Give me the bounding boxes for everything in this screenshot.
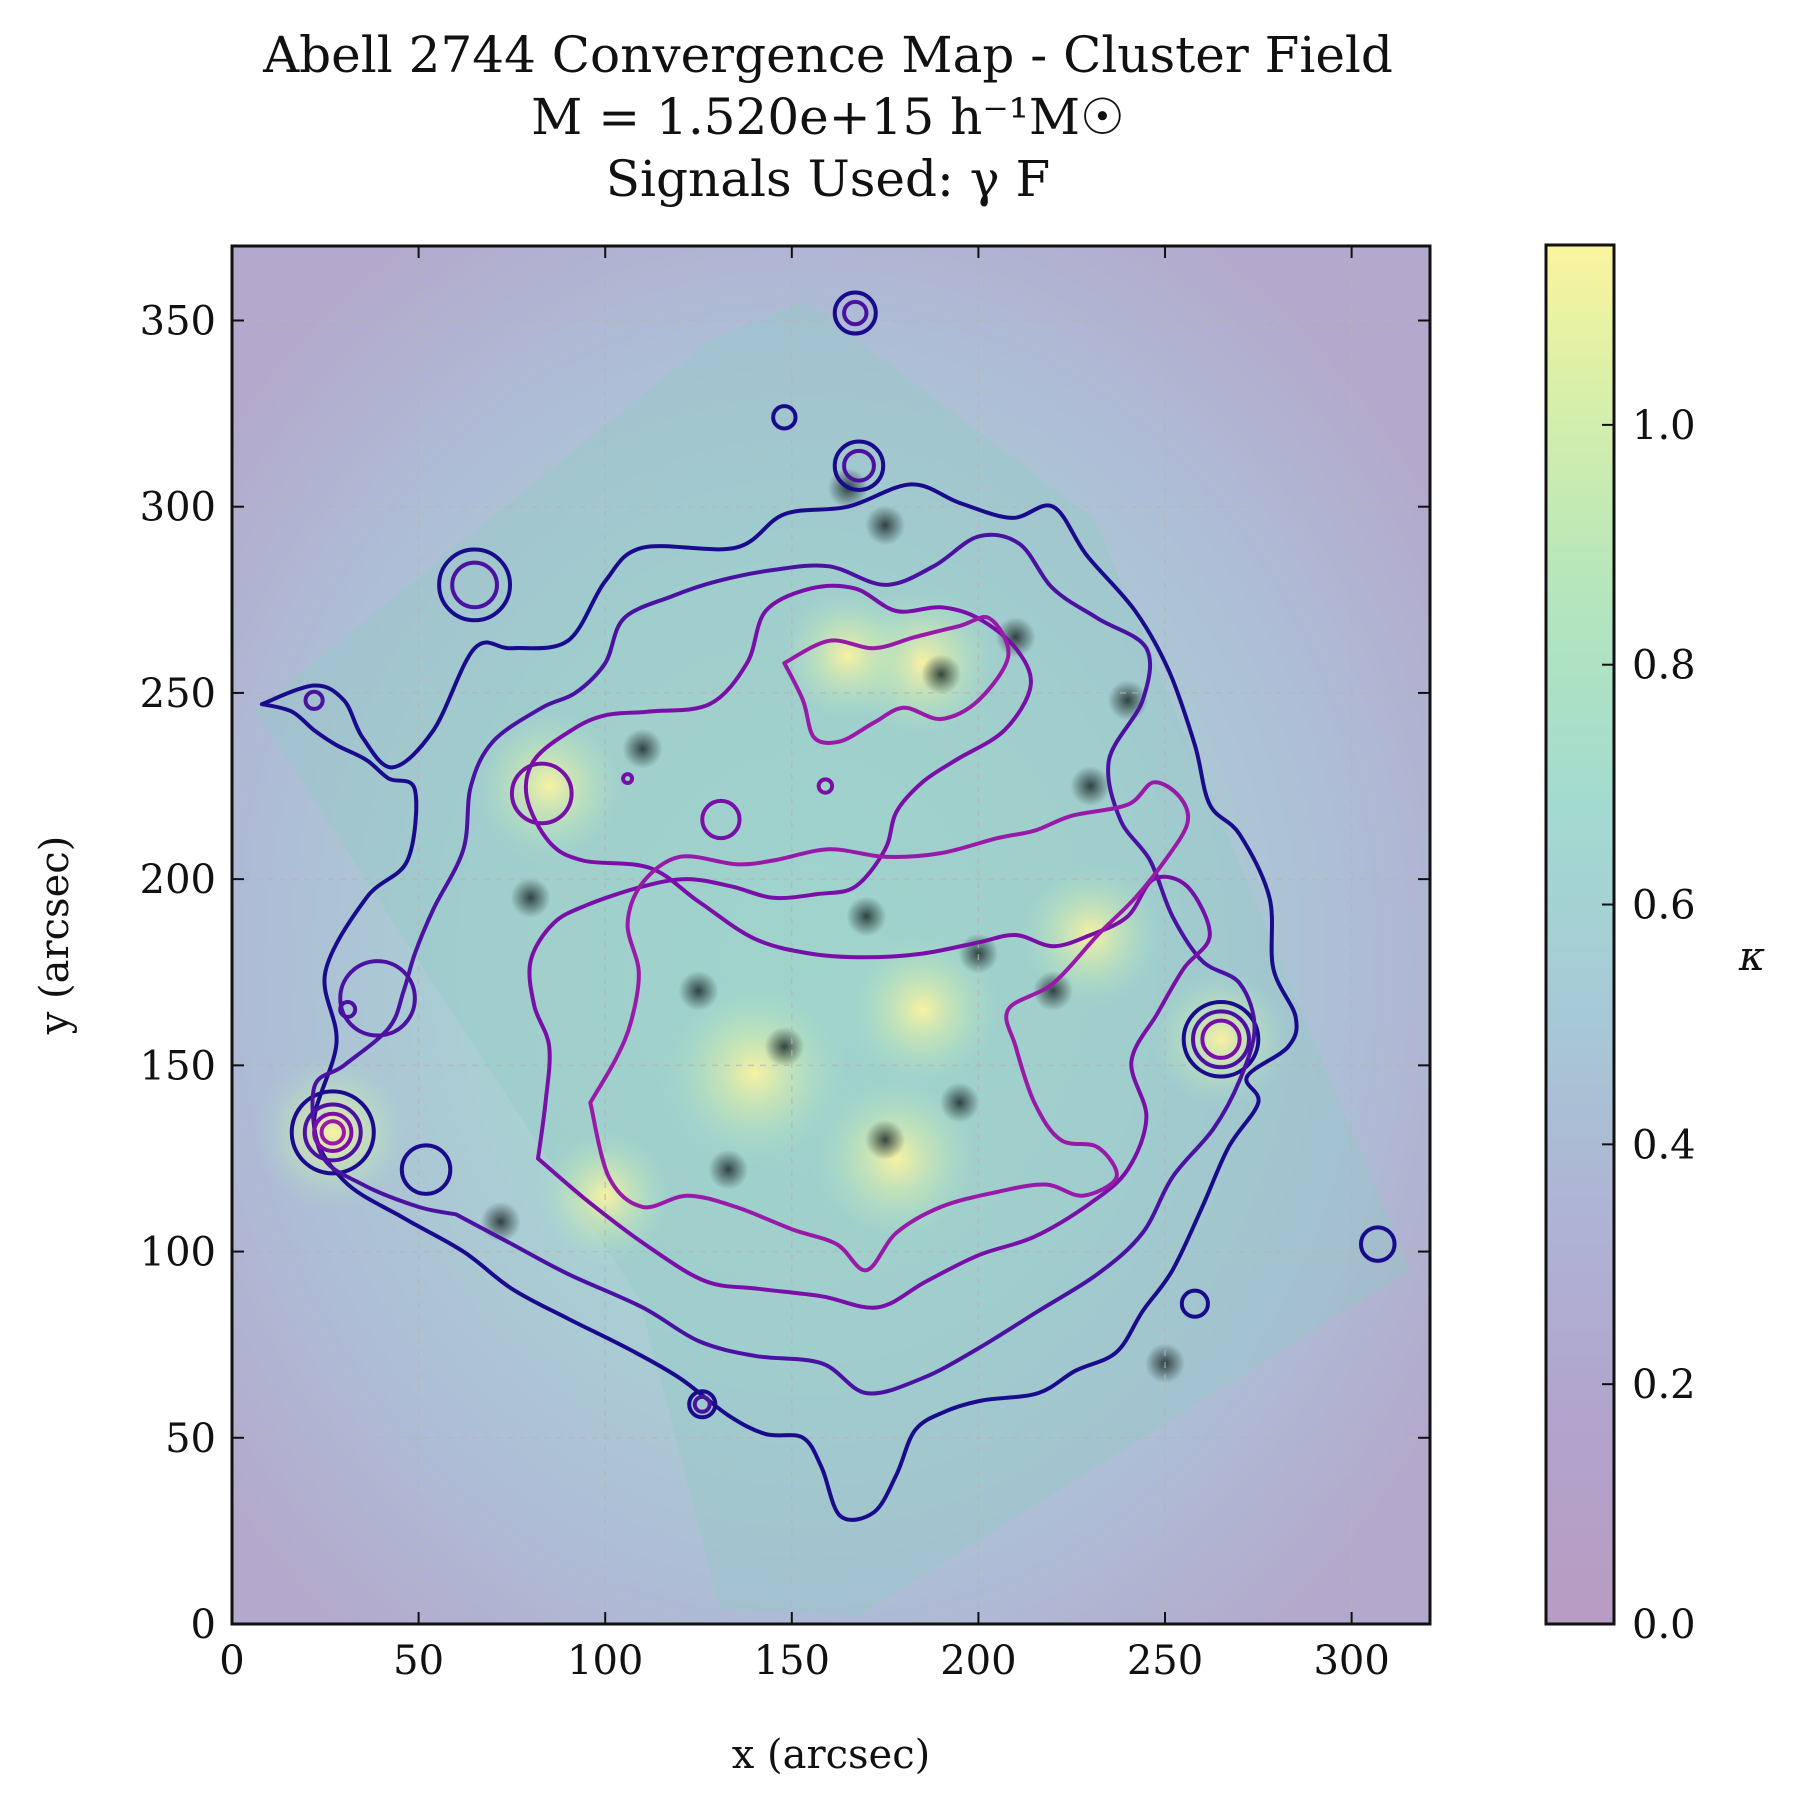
- kappa-peak: [254, 1054, 411, 1211]
- galaxy: [1033, 970, 1074, 1011]
- x-tick-label: 0: [219, 1638, 244, 1684]
- kappa-peak: [471, 708, 628, 864]
- colorbar-tick-label: 1.0: [1632, 403, 1696, 449]
- galaxy: [622, 728, 663, 769]
- y-tick-label: 0: [191, 1602, 216, 1648]
- kappa-peak: [660, 978, 849, 1168]
- galaxy: [480, 1201, 521, 1242]
- contour-ring-level-1: [399, 1143, 453, 1196]
- kappa-peak: [1151, 969, 1291, 1109]
- contour-ring-level-2: [302, 1102, 363, 1163]
- galaxy: [678, 970, 719, 1011]
- galaxy: [939, 1082, 980, 1123]
- contour-ring-level-1: [1181, 1000, 1261, 1079]
- colorbar-label: κ: [1738, 934, 1765, 980]
- colorbar-tick-label: 0.6: [1632, 883, 1696, 929]
- contour-ring-level-1: [771, 404, 798, 431]
- galaxy: [865, 1119, 906, 1160]
- galaxy: [510, 877, 551, 918]
- contour-level-4: [588, 780, 1191, 1273]
- contour-level-3: [523, 583, 1212, 1310]
- title-line-3: Signals Used: γ F: [606, 150, 1050, 208]
- contour-ring-level-2: [842, 448, 876, 483]
- contour-ring-level-1: [437, 547, 513, 623]
- title-line-1: Abell 2744 Convergence Map - Cluster Fie…: [262, 26, 1393, 84]
- x-tick-label: 150: [754, 1638, 830, 1684]
- contour-ring-level-3: [312, 1111, 354, 1154]
- y-axis-label: y (arcsec): [32, 836, 78, 1036]
- y-tick-label: 50: [165, 1416, 216, 1462]
- x-tick-label: 250: [1127, 1638, 1203, 1684]
- colorbar-tick-label: 0.2: [1632, 1362, 1696, 1408]
- contour-ring-level-4: [319, 1119, 346, 1146]
- kappa-field-background: [232, 246, 1430, 1624]
- contour-ring-level-1: [1358, 1225, 1397, 1263]
- kappa-peak: [844, 931, 1001, 1088]
- colorbar-tick-label: 0.0: [1632, 1602, 1696, 1648]
- x-tick-label: 100: [567, 1638, 643, 1684]
- contour-ring-level-2: [1191, 1009, 1251, 1070]
- colorbar: 0.0 0.2 0.4 0.6 0.8 1.0 κ: [1544, 243, 1765, 1648]
- contour-ring-level-3: [700, 798, 742, 841]
- contour-ring-level-3: [816, 777, 835, 795]
- x-tick-label: 300: [1313, 1638, 1389, 1684]
- y-tick-label: 250: [140, 671, 216, 717]
- contour-ring-level-1: [832, 439, 886, 492]
- colorbar-tick-label: 0.4: [1632, 1122, 1696, 1168]
- title-line-2: M = 1.520e+15 h⁻¹M☉: [531, 88, 1125, 146]
- contour-ring-level-3: [621, 772, 635, 786]
- galaxy: [921, 654, 962, 695]
- x-tick-label: 200: [940, 1638, 1016, 1684]
- contour-ring-level-3: [509, 761, 574, 826]
- x-axis-label: x (arcsec): [732, 1732, 930, 1778]
- y-tick-label: 100: [140, 1230, 216, 1276]
- contour-ring-level-1: [289, 1089, 376, 1176]
- colorbar-tick-label: 0.8: [1632, 643, 1696, 689]
- kappa-peak: [778, 586, 918, 726]
- contour-ring-level-1: [687, 1389, 718, 1420]
- x-tick-label: 50: [393, 1638, 444, 1684]
- kappa-peak: [810, 1072, 983, 1245]
- contour-level-2: [310, 532, 1257, 1396]
- plot-area: 0 50 100 150 200 250 300 0 50 100 150 200 250 300 350: [140, 244, 1432, 1684]
- contour-level-4: [782, 615, 1011, 746]
- contour-ring-level-2: [692, 1394, 712, 1414]
- y-tick-label: 350: [140, 298, 216, 344]
- contour-level-1: [259, 482, 1299, 1522]
- galaxy: [708, 1149, 749, 1190]
- contour-ring-level-2: [842, 299, 869, 327]
- contour-ring-level-1: [832, 290, 878, 336]
- contour-ring-level-2: [338, 959, 417, 1038]
- y-tick-label: 200: [140, 857, 216, 903]
- galaxy: [764, 1026, 805, 1067]
- galaxy: [995, 617, 1036, 658]
- contour-ring-level-2: [303, 689, 325, 711]
- colorbar-gradient: [1544, 243, 1616, 1626]
- galaxy: [1070, 766, 1111, 807]
- galaxy: [846, 896, 887, 937]
- contour-ring-level-3: [1200, 1018, 1242, 1060]
- contour-ring-level-1: [1179, 1288, 1210, 1319]
- contour-ring-level-2: [450, 560, 499, 610]
- y-tick-label: 300: [140, 485, 216, 531]
- y-tick-label: 150: [140, 1043, 216, 1089]
- galaxy: [865, 505, 906, 546]
- plot-frame: [230, 244, 1432, 1626]
- chart-title: Abell 2744 Convergence Map - Cluster Fie…: [262, 26, 1393, 208]
